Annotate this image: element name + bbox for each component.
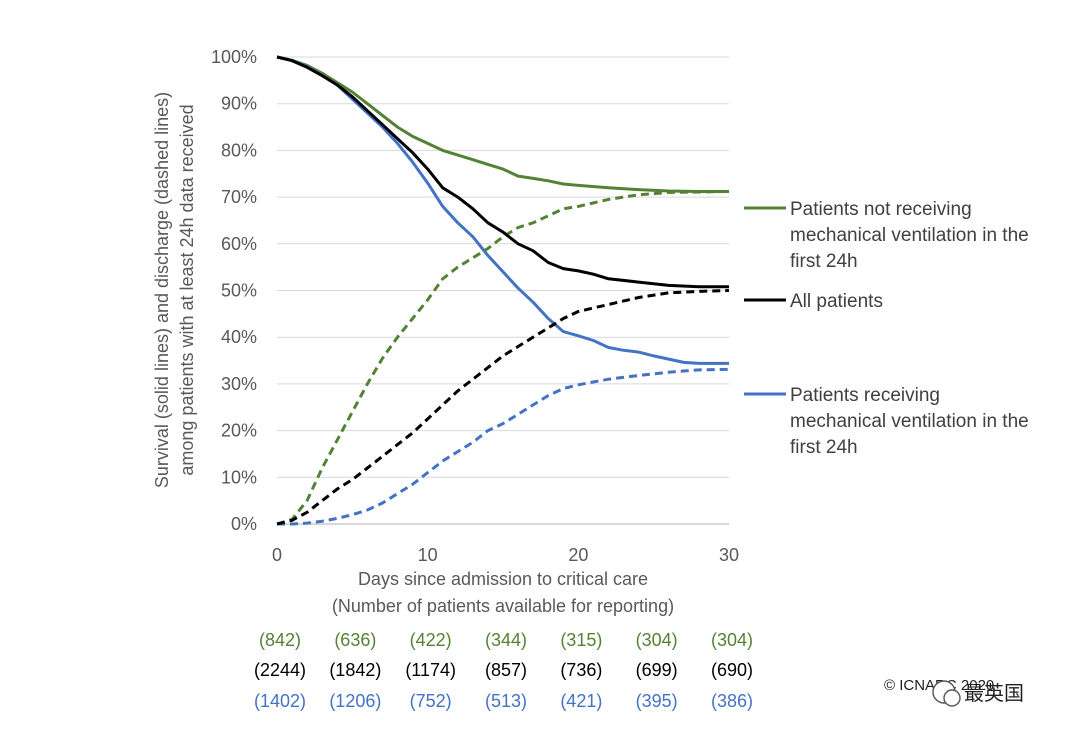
legend-label-mv: mechanical ventilation in the: [790, 411, 1029, 432]
y-tick-label: 30%: [221, 374, 257, 394]
legend-label-not_mv: Patients not receiving: [790, 199, 972, 220]
count-not_mv: (304): [711, 630, 753, 650]
series-lines: [276, 55, 730, 526]
count-not_mv: (344): [485, 630, 527, 650]
wechat-icon-bubble: [943, 689, 961, 707]
x-tick-label: 20: [568, 545, 588, 565]
y-tick-label: 100%: [211, 47, 257, 67]
count-all: (736): [560, 660, 602, 680]
legend-label-not_mv: first 24h: [790, 251, 858, 272]
count-not_mv: (636): [334, 630, 376, 650]
patient-count-table: (842) (636) (422) (344) (315) (304) (304) (2244…: [254, 630, 753, 711]
x-axis-subtitle: (Number of patients available for report…: [332, 596, 674, 616]
count-not_mv: (304): [636, 630, 678, 650]
y-tick-label: 10%: [221, 467, 257, 487]
not_mv-discharge-line: [276, 190, 730, 526]
count-all: (857): [485, 660, 527, 680]
mv-survival-line: [276, 55, 729, 365]
legend-label-mv: Patients receiving: [790, 385, 940, 406]
y-tick-label: 0%: [231, 514, 257, 534]
count-mv: (395): [636, 691, 678, 711]
legend-label-mv: first 24h: [790, 437, 858, 458]
y-tick-label: 50%: [221, 281, 257, 301]
count-not_mv: (422): [410, 630, 452, 650]
watermark: 最英国: [932, 680, 1024, 707]
y-tick-label: 80%: [221, 140, 257, 160]
count-mv: (1206): [329, 691, 381, 711]
all-survival-line: [276, 55, 729, 289]
legend-label-all: All patients: [790, 291, 883, 312]
y-tick-label: 20%: [221, 421, 257, 441]
count-all: (1842): [329, 660, 381, 680]
count-not_mv: (315): [560, 630, 602, 650]
y-axis-ticks: 0% 10% 20% 30% 40% 50% 60% 70% 80% 90% 100%: [211, 47, 257, 534]
y-tick-label: 70%: [221, 187, 257, 207]
count-not_mv: (842): [259, 630, 301, 650]
x-tick-label: 30: [719, 545, 739, 565]
legend: Patients not receiving mechanical ventila…: [744, 199, 1029, 458]
count-mv: (752): [410, 691, 452, 711]
gridlines: [277, 56, 729, 478]
x-tick-label: 0: [272, 545, 282, 565]
y-tick-label: 60%: [221, 234, 257, 254]
y-axis-title-line2: among patients with at least 24h data re…: [177, 104, 197, 475]
count-mv: (421): [560, 691, 602, 711]
y-axis-title-line1: Survival (solid lines) and discharge (da…: [152, 92, 172, 488]
count-mv: (1402): [254, 691, 306, 711]
x-axis-title: Days since admission to critical care: [358, 569, 648, 589]
x-tick-label: 10: [418, 545, 438, 565]
count-mv: (513): [485, 691, 527, 711]
count-all: (699): [636, 660, 678, 680]
watermark-text: 最英国: [964, 682, 1024, 705]
mv-discharge-line: [277, 367, 730, 526]
count-mv: (386): [711, 691, 753, 711]
y-tick-label: 40%: [221, 327, 257, 347]
y-tick-label: 90%: [221, 94, 257, 114]
x-axis-ticks: 0 10 20 30: [272, 545, 739, 565]
count-all: (1174): [405, 660, 456, 680]
count-all: (690): [711, 660, 753, 680]
count-all: (2244): [254, 660, 306, 680]
not_mv-survival-line: [276, 55, 729, 193]
legend-label-not_mv: mechanical ventilation in the: [790, 225, 1029, 246]
all-discharge-line: [276, 289, 730, 526]
